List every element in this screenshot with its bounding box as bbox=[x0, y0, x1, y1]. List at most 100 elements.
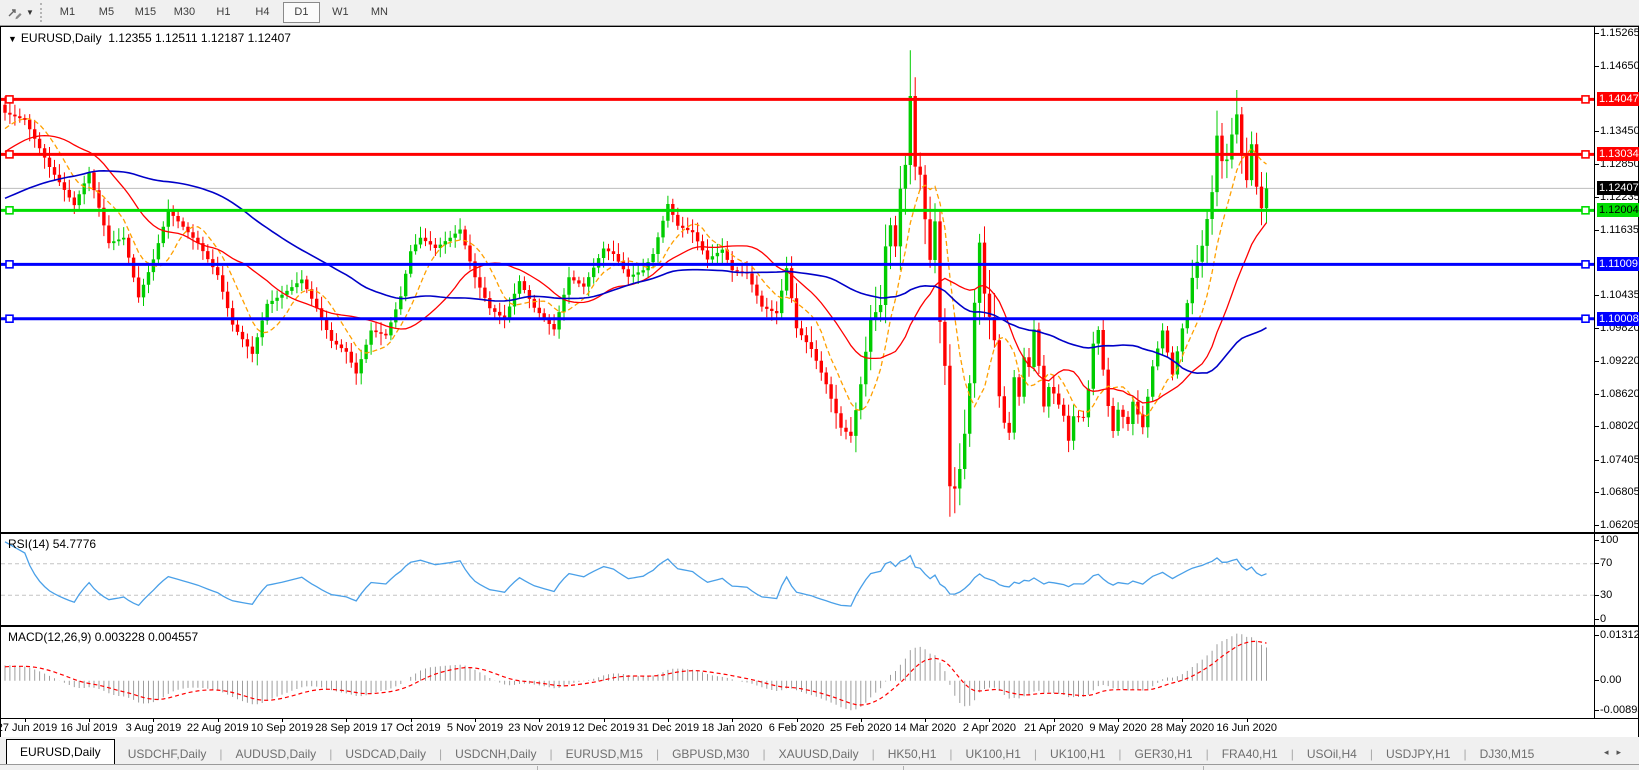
timeframe-button-m30[interactable]: M30 bbox=[173, 6, 196, 18]
line-drag-handle[interactable] bbox=[1581, 150, 1590, 159]
tab-divider: | bbox=[1118, 747, 1122, 761]
date-label: 16 Jul 2019 bbox=[60, 722, 118, 734]
main-price-chart[interactable] bbox=[1, 27, 1594, 532]
date-tick bbox=[89, 719, 91, 722]
line-drag-handle[interactable] bbox=[1581, 260, 1590, 269]
price-tick-label: 1.06205 bbox=[1595, 519, 1639, 532]
line-drag-handle[interactable] bbox=[5, 206, 14, 215]
macd-indicator-chart[interactable] bbox=[1, 627, 1594, 718]
date-tick bbox=[410, 719, 412, 722]
macd-tick-label: -0.008933 bbox=[1595, 704, 1639, 717]
tab-14-usdjpy-h1[interactable]: USDJPY,H1 bbox=[1385, 747, 1451, 761]
tab-scroll-arrows: ◂▸ bbox=[1604, 747, 1629, 758]
tab-15-dj30-m15[interactable]: DJ30,M15 bbox=[1479, 747, 1535, 761]
date-tick bbox=[1246, 719, 1248, 722]
tab-11-ger30-h1[interactable]: GER30,H1 bbox=[1134, 747, 1193, 761]
date-tick bbox=[989, 719, 991, 722]
ohlc-high: 1.12511 bbox=[155, 31, 198, 45]
level-price-flag: 1.11009 bbox=[1597, 257, 1639, 272]
status-bar bbox=[0, 764, 1639, 770]
line-drag-handle[interactable] bbox=[5, 150, 14, 159]
tab-divider: | bbox=[655, 747, 660, 761]
tab-6-gbpusd-m30[interactable]: GBPUSD,M30 bbox=[672, 747, 750, 761]
tab-2-audusd-daily[interactable]: AUDUSD,Daily bbox=[235, 747, 317, 761]
timeframe-button-w1[interactable]: W1 bbox=[332, 6, 349, 18]
tab-12-fra40-h1[interactable]: FRA40,H1 bbox=[1221, 747, 1278, 761]
tab-9-uk100-h1[interactable]: UK100,H1 bbox=[965, 747, 1021, 761]
chart-cursor-icon[interactable] bbox=[0, 2, 30, 23]
tab-5-eurusd-m15[interactable]: EURUSD,M15 bbox=[565, 747, 643, 761]
macd-tick-label: 0.013121 bbox=[1595, 629, 1639, 642]
status-separator bbox=[537, 766, 538, 770]
macd-values: 0.003228 0.004557 bbox=[94, 630, 199, 644]
date-label: 28 May 2020 bbox=[1150, 722, 1215, 734]
date-label: 17 Oct 2019 bbox=[380, 722, 441, 734]
tab-divider: | bbox=[1369, 747, 1373, 761]
ohlc-close: 1.12407 bbox=[247, 31, 291, 45]
timeframe-button-d1[interactable]: D1 bbox=[282, 2, 320, 23]
tab-divider: | bbox=[549, 747, 553, 761]
macd-name: MACD(12,26,9) bbox=[8, 630, 92, 644]
timeframe-button-m1[interactable]: M1 bbox=[59, 6, 76, 18]
timeframe-button-h4[interactable]: H4 bbox=[255, 6, 270, 18]
tab-7-xauusd-daily[interactable]: XAUUSD,Daily bbox=[778, 747, 859, 761]
tab-1-usdchf-daily[interactable]: USDCHF,Daily bbox=[127, 747, 207, 761]
timeframe-button-h1[interactable]: H1 bbox=[216, 6, 231, 18]
macd-tick-label: 0.00 bbox=[1595, 674, 1639, 687]
line-drag-handle[interactable] bbox=[1581, 314, 1590, 324]
date-tick bbox=[474, 719, 476, 722]
date-label: 16 Jun 2020 bbox=[1216, 722, 1277, 734]
tab-8-hk50-h1[interactable]: HK50,H1 bbox=[887, 747, 937, 761]
date-tick bbox=[1053, 719, 1055, 722]
line-drag-handle[interactable] bbox=[1581, 95, 1590, 104]
date-tick bbox=[925, 719, 927, 722]
price-tick-label: 1.08020 bbox=[1595, 420, 1639, 433]
panel-separator[interactable] bbox=[1, 625, 1638, 627]
price-axis-separator bbox=[1594, 27, 1595, 718]
line-drag-handle[interactable] bbox=[5, 260, 14, 269]
ma-slow-line[interactable] bbox=[4, 169, 1267, 375]
ma-fast-line[interactable] bbox=[4, 117, 1267, 418]
timeframe-button-m5[interactable]: M5 bbox=[98, 6, 115, 18]
date-label: 22 Aug 2019 bbox=[186, 722, 249, 734]
date-label: 18 Jan 2020 bbox=[701, 722, 763, 734]
date-label: 12 Dec 2019 bbox=[572, 722, 635, 734]
price-tick-label: 1.14650 bbox=[1595, 60, 1639, 73]
timeframe-button-mn[interactable]: MN bbox=[370, 6, 388, 18]
tab-13-usoil-h4[interactable]: USOil,H4 bbox=[1306, 747, 1357, 761]
line-drag-handle[interactable] bbox=[5, 314, 14, 324]
tab-scroll-right-icon[interactable]: ▸ bbox=[1616, 747, 1629, 757]
line-drag-handle[interactable] bbox=[5, 95, 14, 104]
tab-divider: | bbox=[329, 747, 333, 761]
tab-10-uk100-h1[interactable]: UK100,H1 bbox=[1050, 747, 1106, 761]
line-drag-handle[interactable] bbox=[1581, 206, 1590, 215]
date-tick bbox=[24, 719, 26, 722]
date-label: 2 Apr 2020 bbox=[962, 722, 1017, 734]
date-label: 23 Nov 2019 bbox=[508, 722, 571, 734]
bear-candle-bodies bbox=[3, 96, 1264, 489]
rsi-indicator-chart[interactable] bbox=[1, 534, 1594, 626]
symbol-period-label: EURUSD,Daily bbox=[20, 31, 102, 45]
timeframe-button-m15[interactable]: M15 bbox=[134, 6, 157, 18]
price-tick-label: 1.07405 bbox=[1595, 454, 1639, 467]
tab-divider: | bbox=[1290, 747, 1294, 761]
date-label: 25 Feb 2020 bbox=[829, 722, 892, 734]
tab-scroll-left-icon[interactable]: ◂ bbox=[1603, 747, 1617, 757]
tab-3-usdcad-daily[interactable]: USDCAD,Daily bbox=[345, 747, 426, 761]
timeframe-toolbar: ▼ M1 M5 M15 M30 H1 H4 D1 W1 MN bbox=[0, 0, 1639, 26]
price-tick-label: 1.15265 bbox=[1595, 27, 1639, 40]
tab-divider: | bbox=[1033, 747, 1038, 761]
tab-0-eurusd-daily[interactable]: EURUSD,Daily bbox=[6, 739, 115, 764]
tab-4-usdcnh-daily[interactable]: USDCNH,Daily bbox=[455, 747, 537, 761]
date-label: 5 Nov 2019 bbox=[446, 722, 504, 734]
date-label: 14 Mar 2020 bbox=[894, 722, 957, 734]
rsi-tick-label: 70 bbox=[1595, 557, 1639, 570]
collapse-triangle-icon[interactable]: ▼ bbox=[8, 34, 17, 44]
ohlc-open: 1.12355 bbox=[108, 31, 152, 45]
toolbar-grip bbox=[39, 3, 42, 22]
price-tick-label: 1.06805 bbox=[1595, 486, 1639, 499]
panel-separator[interactable] bbox=[1, 532, 1638, 534]
chevron-down-icon[interactable]: ▼ bbox=[26, 8, 34, 17]
date-tick bbox=[1118, 719, 1120, 722]
